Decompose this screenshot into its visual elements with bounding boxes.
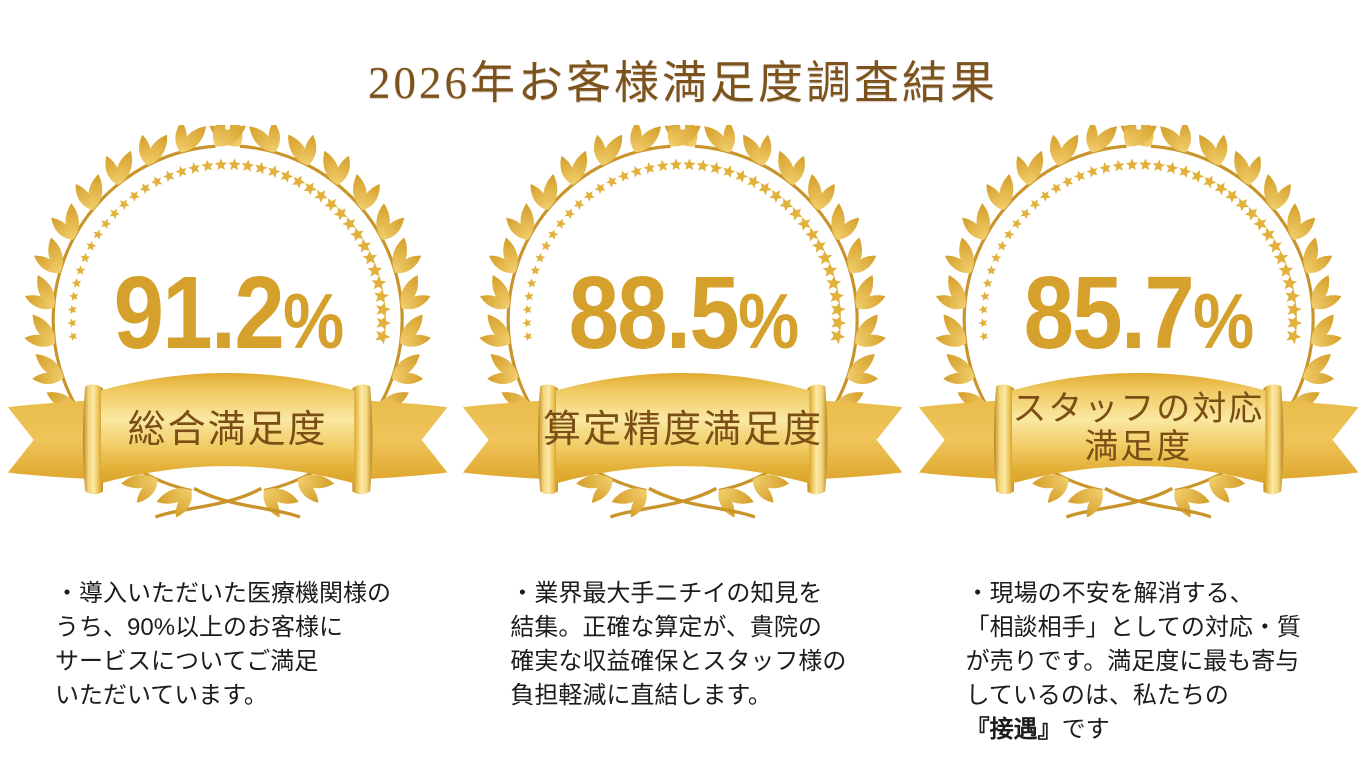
description-body: ・現場の不安を解消する、 「相談相手」としての対応・質 が売りです。満足度に最も… bbox=[965, 580, 1301, 709]
column-calculation-accuracy: 88.5% 算定精度満足度 ・業界最大手ニチイの知見を 結集。正確な算定が、貴院… bbox=[455, 125, 910, 747]
award-badge-accuracy: 88.5% 算定精度満足度 bbox=[455, 125, 910, 531]
score-number: 85.7 bbox=[1023, 255, 1195, 370]
column-overall-satisfaction: 91.2% 総合満足度 ・導入いただいた医療機関様の うち、90%以上のお客様に… bbox=[0, 125, 455, 747]
award-badge-overall: 91.2% 総合満足度 bbox=[0, 125, 455, 531]
ribbon-label: スタッフの対応 満足度 bbox=[1012, 391, 1265, 467]
description-text: ・導入いただいた医療機関様の うち、90%以上のお客様に サービスについてご満足… bbox=[30, 543, 431, 713]
score-number: 91.2 bbox=[113, 255, 284, 370]
award-badge-staff: 85.7% スタッフの対応 満足度 bbox=[911, 125, 1366, 531]
ribbon-label: 総合満足度 bbox=[127, 409, 328, 451]
score-number: 88.5 bbox=[568, 255, 740, 370]
page-title: 2026年お客様満足度調査結果 bbox=[367, 58, 998, 108]
score-value: 88.5% bbox=[455, 261, 910, 364]
score-value: 91.2% bbox=[0, 261, 455, 364]
description-text: ・業界最大手ニチイの知見を 結集。正確な算定が、貴院の 確実な収益確保とスタッフ… bbox=[485, 543, 886, 713]
laurel-wreath-icon bbox=[918, 125, 1359, 519]
percent-sign: % bbox=[1193, 277, 1254, 365]
ribbon-label: 算定精度満足度 bbox=[542, 409, 823, 451]
laurel-wreath-icon bbox=[463, 125, 903, 519]
description-emphasis: 『接遇』 bbox=[965, 716, 1062, 743]
description-text: ・現場の不安を解消する、 「相談相手」としての対応・質 が売りです。満足度に最も… bbox=[941, 543, 1342, 747]
description-body: ・導入いただいた医療機関様の うち、90%以上のお客様に サービスについてご満足… bbox=[55, 580, 391, 709]
percent-sign: % bbox=[282, 277, 344, 365]
column-staff-response: 85.7% スタッフの対応 満足度 ・現場の不安を解消する、 「相談相手」として… bbox=[911, 125, 1366, 747]
score-value: 85.7% bbox=[911, 261, 1366, 364]
laurel-wreath-icon bbox=[7, 125, 448, 519]
description-body: ・業界最大手ニチイの知見を 結集。正確な算定が、貴院の 確実な収益確保とスタッフ… bbox=[510, 580, 847, 709]
description-suffix: です bbox=[1061, 716, 1110, 743]
badges-row: 91.2% 総合満足度 ・導入いただいた医療機関様の うち、90%以上のお客様に… bbox=[0, 125, 1366, 747]
percent-sign: % bbox=[737, 277, 799, 365]
